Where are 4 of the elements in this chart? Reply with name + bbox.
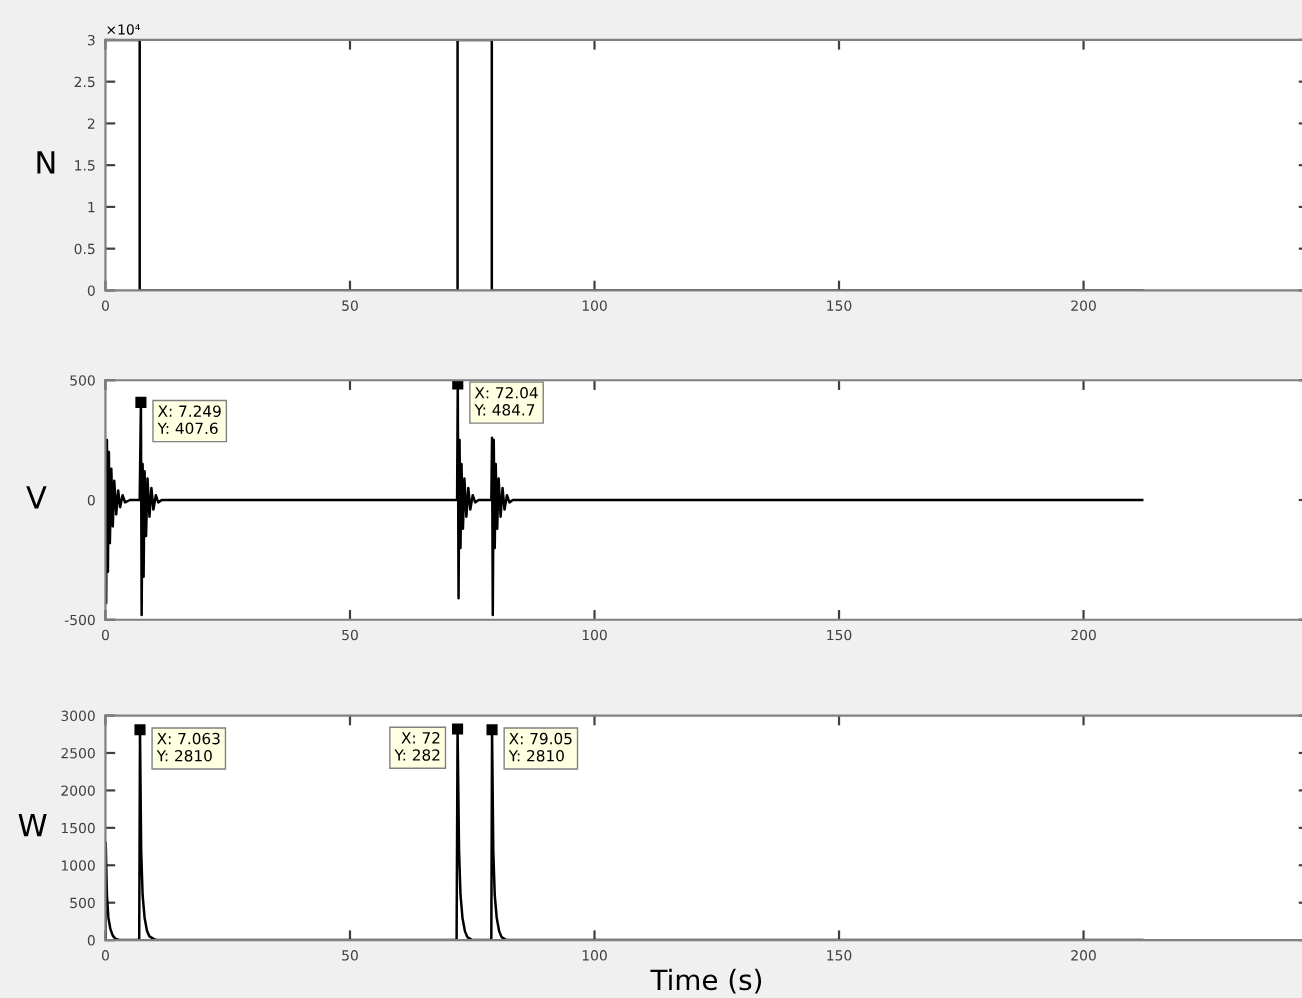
x-axis-title: Time (s)	[650, 968, 762, 994]
y-axis-title: W	[18, 814, 47, 837]
y-axis-title: N	[37, 151, 55, 174]
y-axis-title: V	[26, 486, 47, 509]
